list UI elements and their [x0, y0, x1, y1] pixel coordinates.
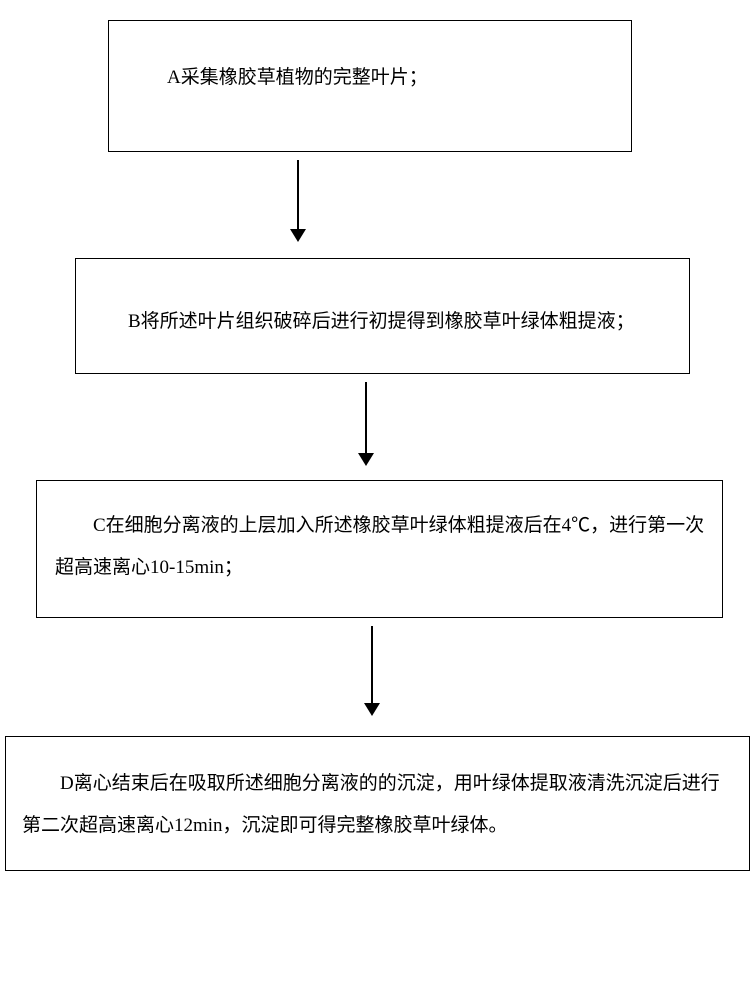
- flow-step-text: C在细胞分离液的上层加入所述橡胶草叶绿体粗提液后在4℃，进行第一次超高速离心10…: [55, 505, 708, 589]
- arrow-head-icon: [290, 229, 306, 242]
- flow-step-text: B将所述叶片组织破碎后进行初提得到橡胶草叶绿体粗提液；: [128, 301, 635, 343]
- arrow-head-icon: [364, 703, 380, 716]
- flow-arrow-1: [366, 382, 367, 474]
- flow-step-text: D离心结束后在吸取所述细胞分离液的的沉淀，用叶绿体提取液清洗沉淀后进行第二次超高…: [22, 763, 735, 847]
- arrow-line: [297, 160, 299, 230]
- flow-step-text: A采集橡胶草植物的完整叶片；: [167, 57, 428, 99]
- flow-step-A: A采集橡胶草植物的完整叶片；: [108, 20, 632, 152]
- arrow-head-icon: [358, 453, 374, 466]
- arrow-line: [371, 626, 373, 704]
- flow-arrow-2: [372, 626, 373, 726]
- flowchart-container: A采集橡胶草植物的完整叶片； B将所述叶片组织破碎后进行初提得到橡胶草叶绿体粗提液…: [0, 0, 755, 1000]
- flow-step-C: C在细胞分离液的上层加入所述橡胶草叶绿体粗提液后在4℃，进行第一次超高速离心10…: [36, 480, 723, 618]
- flow-step-D: D离心结束后在吸取所述细胞分离液的的沉淀，用叶绿体提取液清洗沉淀后进行第二次超高…: [5, 736, 750, 871]
- flow-step-B: B将所述叶片组织破碎后进行初提得到橡胶草叶绿体粗提液；: [75, 258, 690, 374]
- flow-arrow-0: [298, 160, 299, 250]
- arrow-line: [365, 382, 367, 454]
